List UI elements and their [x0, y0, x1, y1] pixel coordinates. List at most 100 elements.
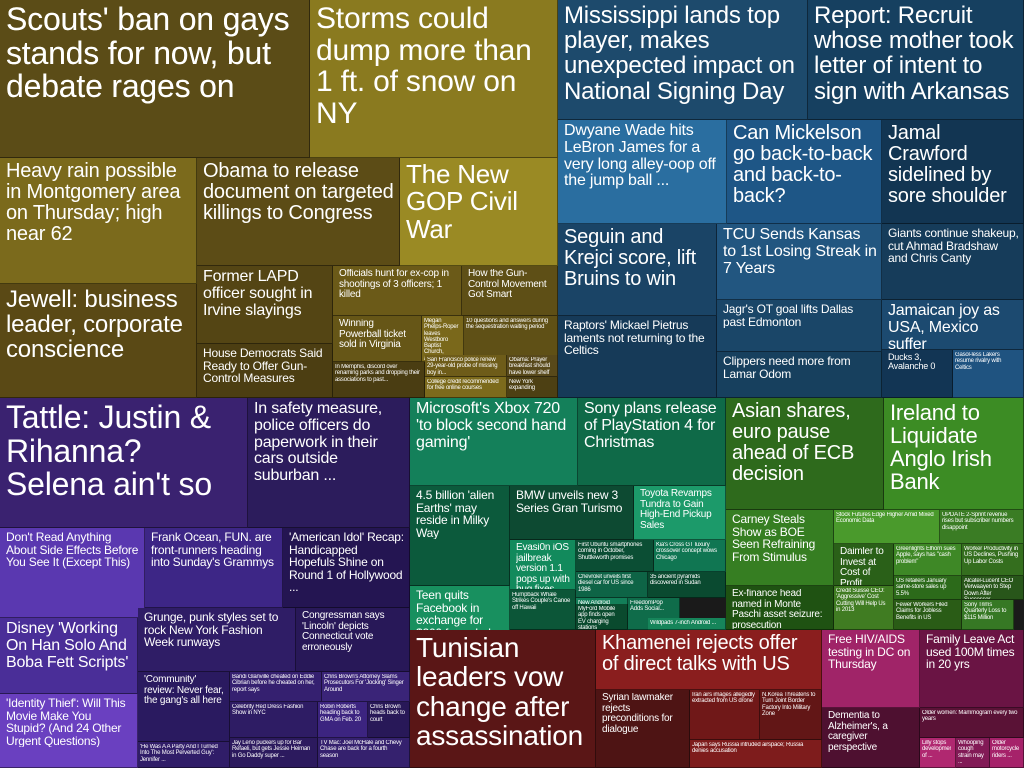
story-tile-ny-expanding[interactable]: New York expanding	[507, 377, 558, 398]
story-tile-interrupted[interactable]: In Memphis, discord over renaming parks …	[333, 362, 425, 398]
story-tile-chevrolet[interactable]: Chevrolet unveils first diesel car for U…	[576, 572, 648, 598]
story-tile-tunisian[interactable]: Tunisian leaders vow change after assass…	[410, 630, 596, 768]
story-tile-syrian[interactable]: Syrian lawmaker rejects preconditions fo…	[596, 690, 690, 768]
story-headline: Iran airs images allegedly extracted fro…	[692, 692, 755, 705]
story-tile-stock-futures[interactable]: Stock Futures Edge Higher Amid Mixed Eco…	[834, 510, 940, 544]
story-tile-community[interactable]: 'Community' review: Never fear, the gang…	[138, 672, 230, 742]
story-tile-obama-killings[interactable]: Obama to release document on targeted ki…	[197, 158, 400, 266]
story-tile-myford[interactable]: MyFord Mobile app finds open EV charging…	[576, 604, 628, 630]
story-tile-sf-police[interactable]: San Francisco police renew 29-year-old p…	[425, 355, 507, 377]
story-tile-ducks[interactable]: Ducks 3, Avalanche 0	[882, 350, 953, 398]
story-tile-bmw[interactable]: BMW unveils new 3 Series Gran Turismo	[510, 486, 634, 540]
story-tile-disney[interactable]: Disney 'Working On Han Solo And Boba Fet…	[0, 618, 138, 694]
story-tile-whooping[interactable]: Whooping cough strain may ...	[956, 738, 990, 768]
story-tile-worker-productivity[interactable]: Worker Productivity in US Declines, Push…	[962, 544, 1024, 576]
story-tile-older-motorcycle[interactable]: Older motorcycle riders ...	[990, 738, 1024, 768]
story-tile-teen-quits[interactable]: Teen quits Facebook in exchange for $200…	[410, 586, 510, 634]
story-tile-jagr[interactable]: Jagr's OT goal lifts Dallas past Edmonto…	[717, 300, 882, 352]
story-tile-obama-prayer[interactable]: Obama: Prayer breakfast should have lowe…	[507, 355, 558, 377]
story-tile-side-effects[interactable]: Don't Read Anything About Side Effects B…	[0, 528, 145, 618]
story-headline: Jewell: business leader, corporate consc…	[6, 287, 183, 363]
story-tile-chris-brown-attorney[interactable]: Chris Brown's Attorney Slams Prosecutors…	[322, 672, 410, 702]
story-tile-ps4[interactable]: Sony plans release of PlayStation 4 for …	[578, 398, 726, 486]
story-tile-report-recruit[interactable]: Report: Recruit whose mother took letter…	[808, 0, 1024, 120]
story-tile-frank-ocean[interactable]: Frank Ocean, FUN. are front-runners head…	[145, 528, 283, 608]
story-tile-lakers[interactable]: Gasol-less Lakers resume rivalry with Ce…	[953, 350, 1024, 398]
story-tile-evasi0n[interactable]: Evasi0n iOS jailbreak version 1.1 pops u…	[510, 540, 576, 590]
story-tile-iran-aids[interactable]: Iran airs images allegedly extracted fro…	[690, 690, 760, 740]
story-tile-humpback[interactable]: Humpback Whale Strikes Couple's Canoe of…	[510, 590, 576, 630]
story-tile-grunge[interactable]: Grunge, punk styles set to rock New York…	[138, 608, 296, 672]
story-tile-chris-brown-court[interactable]: Chris Brown heads back to court	[368, 702, 410, 738]
story-tile-japan-says[interactable]: Japan says Russia intruded airspace; Rus…	[690, 740, 822, 768]
story-tile-safety[interactable]: In safety measure, police officers do pa…	[248, 398, 410, 528]
story-tile-tattle[interactable]: Tattle: Justin & Rihanna? Selena ain't s…	[0, 398, 248, 528]
story-tile-pietrus[interactable]: Raptors' Mickael Pietrus laments not ret…	[558, 316, 717, 398]
story-tile-update2[interactable]: UPDATE 2-Sprint revenue rises but subscr…	[940, 510, 1024, 544]
story-tile-tcu[interactable]: TCU Sends Kansas to 1st Losing Streak in…	[717, 224, 882, 300]
story-tile-gun-control-smart[interactable]: How the Gun-Control Movement Got Smart	[462, 266, 558, 316]
story-tile-alcatel[interactable]: Alcatel-Lucent CEO Verwaayen to Step Dow…	[962, 576, 1024, 600]
story-tile-heavy-rain[interactable]: Heavy rain possible in Montgomery area o…	[0, 158, 197, 284]
story-tile-jay-leno[interactable]: Jay Leno puckers up for Bar Refaeli, but…	[230, 738, 318, 768]
story-tile-house-dems[interactable]: House Democrats Said Ready to Offer Gun-…	[197, 344, 333, 398]
story-tile-first-ubuntu[interactable]: First Ubuntu smartphones coming in Octob…	[576, 540, 654, 572]
story-tile-identity-thief[interactable]: 'Identity Thief': Will This Movie Make Y…	[0, 694, 138, 768]
story-tile-daimler[interactable]: Daimler to Invest at Cost of Profit	[834, 544, 894, 586]
story-headline: College credit recommended for free onli…	[427, 379, 499, 392]
story-tile-xbox[interactable]: Microsoft's Xbox 720 'to block second ha…	[410, 398, 578, 486]
story-tile-fewer-workers[interactable]: Fewer Workers Filed Claims for Jobless B…	[894, 600, 962, 630]
story-tile-lapd[interactable]: Former LAPD officer sought in Irvine sla…	[197, 266, 333, 344]
story-headline: Jagr's OT goal lifts Dallas past Edmonto…	[723, 303, 854, 329]
story-tile-robin-roberts[interactable]: Robin Roberts heading back to GMA on Feb…	[318, 702, 368, 738]
story-tile-clippers[interactable]: Clippers need more from Lamar Odom	[717, 352, 882, 398]
story-headline: 35 ancient pyramids discovered in Sudan	[650, 574, 701, 587]
story-headline: 'Community' review: Never fear, the gang…	[144, 675, 224, 706]
story-tile-mississippi[interactable]: Mississippi lands top player, makes unex…	[558, 0, 808, 120]
story-tile-ancient-pyramids[interactable]: 35 ancient pyramids discovered in Sudan	[648, 572, 726, 598]
story-tile-wildpads[interactable]: Wildpads 7-inch Android ...	[648, 618, 726, 630]
story-tile-fmla[interactable]: Family Leave Act used 100M times in 20 y…	[920, 630, 1024, 708]
story-tile-dwyane[interactable]: Dwyane Wade hits LeBron James for a very…	[558, 120, 727, 224]
story-tile-storms[interactable]: Storms could dump more than 1 ft. of sno…	[310, 0, 558, 158]
story-tile-alien-earths[interactable]: 4.5 billion 'alien Earths' may reside in…	[410, 486, 510, 586]
story-headline: Daimler to Invest at Cost of Profit	[840, 547, 884, 586]
story-tile-khamenei[interactable]: Khamenei rejects offer of direct talks w…	[596, 630, 822, 690]
story-tile-asian-shares[interactable]: Asian shares, euro pause ahead of ECB de…	[726, 398, 884, 510]
story-tile-westboro[interactable]: Megan Phelps-Roper leaves Westboro Bapti…	[422, 316, 464, 362]
story-tile-ex-cop[interactable]: Officials hunt for ex-cop in shootings o…	[333, 266, 462, 316]
story-tile-scouts[interactable]: Scouts' ban on gays stands for now, but …	[0, 0, 310, 158]
story-tile-ex-finance[interactable]: Ex-finance head named in Monte Paschi as…	[726, 586, 834, 630]
story-tile-bandi[interactable]: Bandi Glanville cheated on Eddie Cibrian…	[230, 672, 322, 702]
story-tile-jewell[interactable]: Jewell: business leader, corporate consc…	[0, 284, 197, 398]
story-tile-us-retailers[interactable]: US retailers January same-store sales up…	[894, 576, 962, 600]
story-tile-lincoln[interactable]: Congressman says 'Lincoln' depicts Conne…	[296, 608, 410, 672]
story-tile-ireland[interactable]: Ireland to Liquidate Anglo Irish Bank	[884, 398, 1024, 510]
story-tile-older-women[interactable]: Older women: Mammogram every two years	[920, 708, 1024, 738]
story-tile-hiv[interactable]: Free HIV/AIDS testing in DC on Thursday	[822, 630, 920, 708]
story-tile-celebrity-red[interactable]: Celebrity Red Dress Fashion Show in NYC	[230, 702, 318, 738]
story-tile-n-korea[interactable]: N.Korea Threatens to Turn Joint Border F…	[760, 690, 822, 740]
story-headline: Raptors' Mickael Pietrus laments not ret…	[564, 319, 705, 357]
story-tile-gop-civil-war[interactable]: The New GOP Civil War	[400, 158, 558, 266]
story-tile-seguin[interactable]: Seguin and Krejci score, lift Bruins to …	[558, 224, 717, 316]
story-tile-powerball[interactable]: Winning Powerball ticket sold in Virgini…	[333, 316, 422, 362]
story-tile-kia[interactable]: Kia's Cross GT luxury crossover concept …	[654, 540, 726, 572]
story-tile-idol[interactable]: 'American Idol' Recap: Handicapped Hopef…	[283, 528, 410, 608]
story-tile-mickelson[interactable]: Can Mickelson go back-to-back and back-t…	[727, 120, 882, 224]
story-tile-giants[interactable]: Giants continue shakeup, cut Ahmad Brads…	[882, 224, 1024, 300]
story-tile-dementia[interactable]: Dementia to Alzheimer's, a caregiver per…	[822, 708, 920, 768]
story-tile-greenlights[interactable]: Greenlights Elhorn sues Apple, says has …	[894, 544, 962, 576]
story-tile-jamaican[interactable]: Jamaican joy as USA, Mexico suffer	[882, 300, 1024, 350]
story-tile-lilly[interactable]: Lilly stops development of ...	[920, 738, 956, 768]
story-tile-tv-mac[interactable]: TV Mac: Joel McHale and Chevy Chase are …	[318, 738, 410, 768]
story-tile-crawford[interactable]: Jamal Crawford sidelined by sore shoulde…	[882, 120, 1024, 224]
story-headline: Tunisian leaders vow change after assass…	[416, 633, 584, 751]
story-tile-carney[interactable]: Carney Steals Show as BOE Seen Refrainin…	[726, 510, 834, 586]
story-tile-sequestration[interactable]: 10 questions and answers during the sequ…	[464, 316, 558, 362]
story-tile-college-credit[interactable]: College credit recommended for free onli…	[425, 377, 507, 398]
story-tile-credit-suisse[interactable]: Credit Suisse CEO: 'Aggressive' Cost Cut…	[834, 586, 894, 630]
story-tile-sony-trims[interactable]: Sony Trims Quarterly Loss to $115 Millio…	[962, 600, 1014, 630]
story-tile-ex-was[interactable]: 'He Was A A Party And I Turned Into The …	[138, 742, 230, 768]
story-tile-toyota[interactable]: Toyota Revamps Tundra to Gain High-End P…	[634, 486, 726, 540]
